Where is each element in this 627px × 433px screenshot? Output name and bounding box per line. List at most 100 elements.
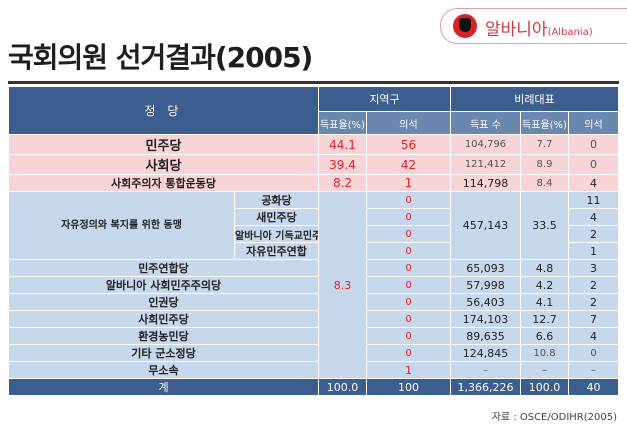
reg-seats: 1 bbox=[366, 361, 451, 379]
pr-rate: 10.8 bbox=[520, 344, 569, 362]
header-pr: 비례대표 bbox=[450, 86, 619, 112]
reg-seats: 0 bbox=[366, 191, 451, 209]
party-name: 알바니아 사회민주주의당 bbox=[8, 276, 319, 294]
table-row: 민주당 44.1 56 104,796 7.7 0 56 bbox=[8, 134, 619, 155]
pr-seats: 2 bbox=[568, 293, 619, 311]
albania-flag-icon bbox=[453, 14, 477, 38]
pr-seats: 0 bbox=[568, 134, 619, 155]
pr-seats: 1 bbox=[568, 242, 619, 260]
pr-rate: 8.9 bbox=[520, 154, 569, 175]
total-votes: 1,366,226 bbox=[450, 378, 521, 396]
pr-seats: 3 bbox=[568, 259, 619, 277]
header-reg-rate: 득표율(%) bbox=[318, 111, 367, 135]
party-name: 사회주의자 통합운동당 bbox=[8, 174, 319, 192]
votes: 124,845 bbox=[450, 344, 521, 362]
votes: – bbox=[450, 361, 521, 379]
election-results-table: 정 당 지역구 비례대표 전체의석 득표율(%) 의석 득표 수 득표율(%) … bbox=[8, 86, 619, 396]
pr-seats: 4 bbox=[568, 208, 619, 226]
table-row: 민주연합당 0 65,093 4.8 3 3 bbox=[8, 259, 619, 277]
pr-seats: – bbox=[568, 361, 619, 379]
total-reg-seats: 100 bbox=[366, 378, 451, 396]
header-pr-rate: 득표율(%) bbox=[520, 111, 569, 135]
pr-rate: 12.7 bbox=[520, 310, 569, 328]
reg-seats: 1 bbox=[366, 174, 451, 192]
eagle-icon bbox=[459, 18, 471, 32]
reg-seats: 0 bbox=[366, 208, 451, 226]
total-pr-seats: 40 bbox=[568, 378, 619, 396]
country-korean: 알바니아 bbox=[485, 20, 548, 40]
votes: 56,403 bbox=[450, 293, 521, 311]
reg-seats: 0 bbox=[366, 225, 451, 243]
party-name: 기타 군소정당 bbox=[8, 344, 319, 362]
table-row: 알바니아 사회민주주의당 0 57,998 4.2 2 2 bbox=[8, 276, 619, 294]
table-row: 자유정의와 복지를 위한 동맹 공화당 8.3 0 457,143 33.5 1… bbox=[8, 191, 619, 379]
party-name: 무소속 bbox=[8, 361, 319, 379]
header-party: 정 당 bbox=[8, 86, 319, 135]
pr-seats: 2 bbox=[568, 225, 619, 243]
total-pr-rate: 100.0 bbox=[520, 378, 569, 396]
country-latin: (Albania) bbox=[547, 27, 593, 38]
header-regional: 지역구 bbox=[318, 86, 451, 112]
party-name: 자유민주연합 bbox=[234, 242, 319, 260]
pr-seats: 7 bbox=[568, 310, 619, 328]
pr-seats: 0 bbox=[568, 344, 619, 362]
pr-rate: 4.1 bbox=[520, 293, 569, 311]
reg-seats: 42 bbox=[366, 154, 451, 175]
title-rule bbox=[8, 81, 619, 84]
total-label: 계 bbox=[8, 378, 319, 396]
coalition-votes: 457,143 bbox=[450, 191, 521, 260]
total-reg-rate: 100.0 bbox=[318, 378, 367, 396]
votes: 57,998 bbox=[450, 276, 521, 294]
pr-rate: – bbox=[520, 361, 569, 379]
table-row: 사회당 39.4 42 121,412 8.9 0 42 bbox=[8, 154, 619, 175]
table-row: 사회주의자 통합운동당 8.2 1 114,798 8.4 4 5 bbox=[8, 174, 619, 192]
party-name: 공화당 bbox=[234, 191, 319, 209]
table-row: 사회민주당 0 174,103 12.7 7 7 bbox=[8, 310, 619, 328]
header-pr-seats: 의석 bbox=[568, 111, 619, 135]
table-row: 무소속 1 – – – 1 bbox=[8, 361, 619, 379]
total-row: 계 100.0 100 1,366,226 100.0 40 140 bbox=[8, 378, 619, 396]
party-name: 알바니아 기독교민주당 bbox=[234, 225, 319, 243]
party-name: 사회당 bbox=[8, 154, 319, 175]
reg-seats: 0 bbox=[366, 344, 451, 362]
votes: 114,798 bbox=[450, 174, 521, 192]
country-tag: 알바니아(Albania) bbox=[440, 8, 627, 44]
country-name: 알바니아(Albania) bbox=[485, 15, 593, 40]
pr-rate: 8.4 bbox=[520, 174, 569, 192]
pr-seats: 2 bbox=[568, 276, 619, 294]
pr-seats: 0 bbox=[568, 154, 619, 175]
table-row: 알바니아 기독교민주당 0 2 2 bbox=[9, 225, 619, 243]
table-row: 환경농민당 0 89,635 6.6 4 4 bbox=[8, 327, 619, 345]
party-name: 인권당 bbox=[8, 293, 319, 311]
table-row: 인권당 0 56,403 4.1 2 2 bbox=[8, 293, 619, 311]
table-row: 기타 군소정당 0 124,845 10.8 0 0 bbox=[8, 344, 619, 362]
votes: 104,796 bbox=[450, 134, 521, 155]
pr-rate: 4.8 bbox=[520, 259, 569, 277]
votes: 121,412 bbox=[450, 154, 521, 175]
reg-rate: 39.4 bbox=[318, 154, 367, 175]
reg-seats: 0 bbox=[366, 310, 451, 328]
header-votes: 득표 수 bbox=[450, 111, 521, 135]
reg-seats: 0 bbox=[366, 327, 451, 345]
party-name: 민주연합당 bbox=[8, 259, 319, 277]
pr-rate: 4.2 bbox=[520, 276, 569, 294]
votes: 65,093 bbox=[450, 259, 521, 277]
reg-rate: 44.1 bbox=[318, 134, 367, 155]
party-name: 환경농민당 bbox=[8, 327, 319, 345]
pr-rate: 7.7 bbox=[520, 134, 569, 155]
table-row: 자유민주연합 0 1 1 bbox=[9, 242, 619, 260]
pr-seats: 4 bbox=[568, 174, 619, 192]
pr-seats: 11 bbox=[568, 191, 619, 209]
others-reg-rate: 8.3 bbox=[318, 191, 367, 379]
reg-rate: 8.2 bbox=[318, 174, 367, 192]
votes: 89,635 bbox=[450, 327, 521, 345]
pr-rate: 6.6 bbox=[520, 327, 569, 345]
votes: 174,103 bbox=[450, 310, 521, 328]
party-name: 새민주당 bbox=[234, 208, 319, 226]
source-note: 자료 : OSCE/ODIHR(2005) bbox=[491, 412, 617, 423]
reg-seats: 0 bbox=[366, 259, 451, 277]
party-name: 사회민주당 bbox=[8, 310, 319, 328]
header-reg-seats: 의석 bbox=[366, 111, 451, 135]
party-name: 민주당 bbox=[8, 134, 319, 155]
reg-seats: 0 bbox=[366, 276, 451, 294]
